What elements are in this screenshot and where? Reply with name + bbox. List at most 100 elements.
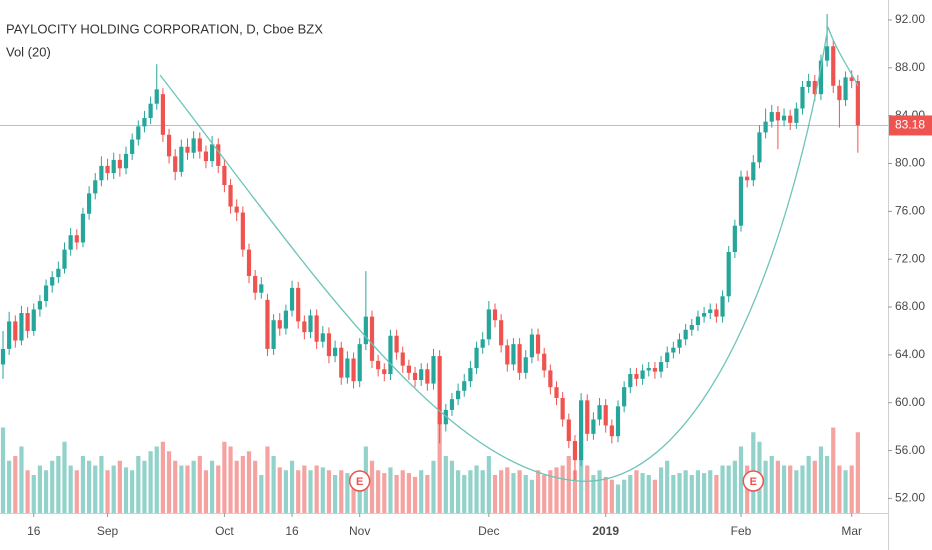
volume-bar [351,475,356,513]
candle-body [406,365,411,373]
volume-bar [849,465,854,513]
candle-body [210,144,215,162]
volume-bar [837,465,842,513]
candle-body [720,296,725,317]
volume-bar [62,441,67,513]
candle-body [818,60,824,95]
volume-bar [74,470,79,513]
candle-body [456,390,461,400]
candle-body [726,252,731,297]
earnings-label: E [750,476,757,488]
candle-body [634,374,639,379]
volume-bar [732,460,737,513]
candle-body [548,370,553,388]
candle-body [191,138,196,153]
y-tick-label: 92.00 [895,12,925,26]
volume-bar [535,470,541,513]
x-tick-label: Dec [478,524,499,538]
plot [0,13,860,513]
candle-body [50,277,55,286]
volume-label: Vol (20) [6,44,51,59]
candle-body [837,85,842,101]
volume-bar [160,441,165,513]
x-tick-label: Sep [97,524,119,538]
last-price-box [889,115,932,136]
candle-body [419,369,424,381]
volume-bar [634,470,639,513]
volume-bar [486,456,491,513]
earnings-marker [742,470,765,492]
volume-bar [400,470,405,513]
volume-bar [818,446,824,513]
candle-body [449,399,455,410]
candle-body [505,345,510,365]
volume-bar [800,465,805,513]
volume-bar [197,456,202,513]
volume-bar [419,470,424,513]
volume-bar [50,460,55,513]
volume-bar [240,456,245,513]
candle-body [37,301,42,310]
volume-bar [228,446,233,513]
volume-bar [677,473,682,513]
volume-bar [179,465,184,513]
candle-body [671,347,676,353]
volume-bar [542,475,547,513]
candle-body [43,285,49,302]
x-tick-label: 16 [27,524,41,538]
candle-body [714,309,719,317]
candle-body [216,144,221,166]
candle-body [265,299,270,349]
volume-bar [283,470,288,513]
volume-bar [210,460,215,513]
volume-bar [449,460,455,513]
candle-body [87,193,92,214]
volume-bar [640,473,645,513]
candle-body [615,406,621,437]
y-tick-label: 72.00 [895,251,925,265]
volume-bar [628,475,633,513]
volume-bar [855,432,860,513]
candle-body [542,353,547,371]
volume-bar [13,456,18,513]
candle-body [130,139,135,154]
x-tick-label: 16 [285,524,299,538]
volume-bar [43,470,49,513]
volume-bar [591,475,596,513]
volume-bar [7,460,12,513]
candle-body [751,162,756,181]
candle-body [585,400,590,434]
candle-body [148,103,153,119]
volume-bar [579,437,584,513]
volume-bar [406,473,411,513]
candle-body [708,309,713,314]
candle-body [259,284,264,293]
volume-bar [259,475,264,513]
candle-body [154,89,159,104]
candle-body [492,309,498,321]
volume-bar [788,465,793,513]
last-price-label: 83.18 [895,118,925,132]
volume-bar [136,456,141,513]
candle-body [499,320,504,346]
candle-body [363,316,368,345]
volume-bar [492,475,498,513]
volume-bar [671,475,676,513]
volume-bar [369,460,375,513]
volume-bar [99,456,104,513]
candle-body [302,321,307,333]
volume-bar [302,465,307,513]
candle-body [271,320,276,349]
candle-body [695,316,701,325]
candle-body [105,165,110,174]
candle-body [117,159,122,169]
volume-bar [216,465,221,513]
x-tick-label: Oct [215,524,234,538]
volume-bar [191,460,196,513]
candle-body [831,46,836,86]
volume-bar [499,470,504,513]
volume-bar [320,467,325,513]
candle-body [382,369,387,375]
candle-body [572,441,578,461]
candle-body [560,397,565,420]
